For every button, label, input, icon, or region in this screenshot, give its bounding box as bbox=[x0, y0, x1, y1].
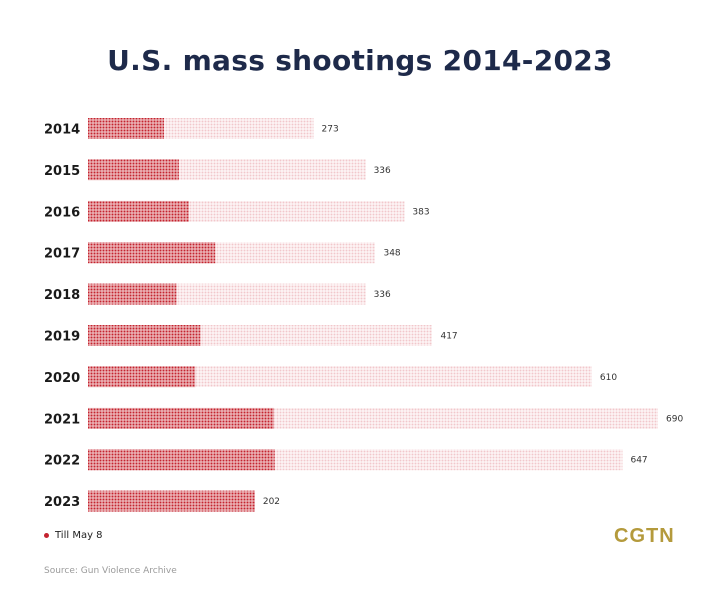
bar-till-may-8-2019 bbox=[88, 325, 201, 346]
source-note: Source: Gun Violence Archive bbox=[44, 566, 177, 576]
value-label-2021: 690 bbox=[666, 414, 683, 424]
bar-till-may-8-2014 bbox=[88, 118, 164, 139]
year-label-2018: 2018 bbox=[44, 288, 80, 303]
value-label-2017: 348 bbox=[383, 249, 400, 259]
bar-till-may-8-2023 bbox=[88, 490, 255, 512]
value-label-2022: 647 bbox=[630, 456, 647, 466]
year-label-2023: 2023 bbox=[44, 495, 80, 510]
bars-group: 2014 273 2015 336 2016 383 2017 348 2018 336 2019 4… bbox=[44, 118, 683, 512]
year-label-2014: 2014 bbox=[44, 123, 80, 138]
year-label-2019: 2019 bbox=[44, 330, 80, 345]
value-label-2023: 202 bbox=[263, 497, 280, 507]
year-label-2022: 2022 bbox=[44, 454, 80, 469]
bar-till-may-8-2015 bbox=[88, 159, 179, 181]
bar-till-may-8-2018 bbox=[88, 283, 177, 305]
bar-till-may-8-2022 bbox=[88, 449, 275, 471]
year-label-2020: 2020 bbox=[44, 371, 80, 386]
bar-till-may-8-2021 bbox=[88, 407, 274, 429]
year-label-2017: 2017 bbox=[44, 247, 80, 262]
value-label-2015: 336 bbox=[374, 166, 391, 176]
year-label-2021: 2021 bbox=[44, 412, 80, 427]
legend-dot-icon bbox=[44, 533, 49, 538]
legend-label: Till May 8 bbox=[55, 530, 103, 541]
value-label-2016: 383 bbox=[412, 207, 429, 217]
year-label-2015: 2015 bbox=[44, 164, 80, 179]
year-label-2016: 2016 bbox=[44, 205, 80, 220]
value-label-2014: 273 bbox=[322, 125, 339, 135]
chart-title: U.S. mass shootings 2014-2023 bbox=[107, 44, 613, 77]
bar-total-2020 bbox=[88, 366, 592, 388]
bar-till-may-8-2017 bbox=[88, 242, 216, 264]
bar-till-may-8-2020 bbox=[88, 366, 196, 388]
value-label-2020: 610 bbox=[600, 373, 617, 383]
cgtn-logo: CGTN bbox=[614, 525, 675, 547]
value-label-2019: 417 bbox=[440, 332, 457, 342]
legend: Till May 8 bbox=[44, 530, 103, 541]
value-label-2018: 336 bbox=[374, 290, 391, 300]
bar-till-may-8-2016 bbox=[88, 200, 189, 222]
